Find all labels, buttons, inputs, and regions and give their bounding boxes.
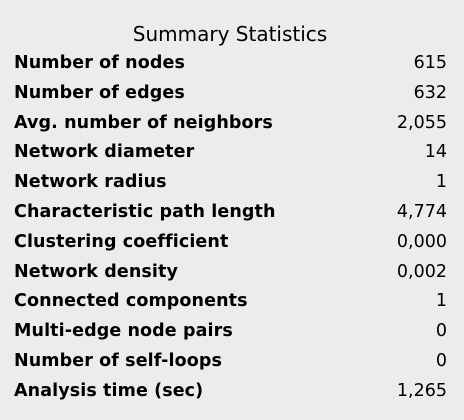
stat-label: Multi-edge node pairs [14, 321, 233, 342]
stat-label: Clustering coefficient [14, 231, 229, 252]
stat-row-avg-neighbors: Avg. number of neighbors 2,055 [0, 110, 464, 140]
stat-value: 4,774 [396, 201, 447, 222]
stat-value: 632 [413, 82, 447, 103]
stat-value: 1 [435, 291, 447, 312]
stat-value: 0 [435, 321, 447, 342]
stat-value: 1,265 [396, 380, 447, 401]
stat-value: 615 [413, 53, 447, 73]
stat-row-analysis-time: Analysis time (sec) 1,265 [0, 378, 464, 408]
statistics-list: Number of nodes 615 Number of edges 632 … [0, 50, 464, 408]
stat-label: Characteristic path length [14, 201, 276, 222]
stat-label: Avg. number of neighbors [14, 112, 273, 133]
stat-label: Number of nodes [14, 53, 185, 73]
stat-row-number-of-edges: Number of edges 632 [0, 80, 464, 110]
stat-value: 1 [435, 172, 447, 193]
stat-value: 0,000 [396, 231, 447, 252]
stat-value: 14 [424, 142, 447, 163]
stat-label: Network radius [14, 172, 167, 193]
stat-row-network-radius: Network radius 1 [0, 169, 464, 199]
stat-row-multi-edge-node-pairs: Multi-edge node pairs 0 [0, 318, 464, 348]
stat-label: Analysis time (sec) [14, 380, 204, 401]
stat-value: 0 [435, 350, 447, 371]
stat-value: 2,055 [396, 112, 447, 133]
stat-row-self-loops: Number of self-loops 0 [0, 348, 464, 378]
stat-row-characteristic-path-length: Characteristic path length 4,774 [0, 199, 464, 229]
stat-row-clustering-coefficient: Clustering coefficient 0,000 [0, 229, 464, 259]
stat-label: Connected components [14, 291, 248, 312]
stat-row-network-density: Network density 0,002 [0, 259, 464, 289]
stat-label: Network diameter [14, 142, 195, 163]
stat-row-network-diameter: Network diameter 14 [0, 139, 464, 169]
stat-value: 0,002 [396, 261, 447, 282]
panel-title: Summary Statistics [132, 22, 328, 46]
stat-label: Network density [14, 261, 178, 282]
stat-row-connected-components: Connected components 1 [0, 288, 464, 318]
stat-label: Number of self-loops [14, 350, 223, 371]
stat-row-number-of-nodes: Number of nodes 615 [0, 50, 464, 80]
stat-label: Number of edges [14, 82, 185, 103]
